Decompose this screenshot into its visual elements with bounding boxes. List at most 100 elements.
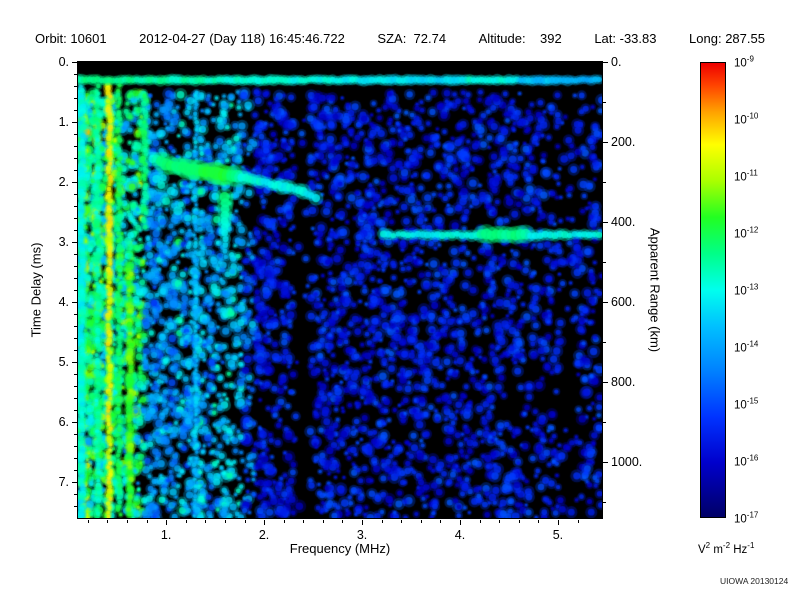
y-right-tick-label: 1000. (611, 455, 643, 469)
y-right-minor-tick (603, 342, 606, 343)
y-left-minor-tick (74, 458, 77, 459)
x-tick-mark (362, 520, 364, 525)
y-right-tick-mark (603, 382, 608, 383)
y-left-tick-mark (72, 242, 77, 243)
y-left-tick-mark (72, 302, 77, 303)
y-left-minor-tick (74, 254, 77, 255)
y-left-tick-mark (72, 122, 77, 123)
x-tick-label: 5. (552, 528, 564, 542)
y-left-minor-tick (74, 74, 77, 75)
header-latitude: Lat: -33.83 (594, 31, 657, 46)
y-left-minor-tick (74, 326, 77, 327)
colorbar-tick-label: 10-16 (734, 453, 759, 469)
colorbar-exponent: -12 (746, 225, 759, 235)
y-left-minor-tick (74, 98, 77, 99)
colorbar-exponent: -13 (746, 282, 759, 292)
y-left-minor-tick (74, 506, 77, 507)
y-left-minor-tick (74, 446, 77, 447)
y-left-tick-label: 1. (58, 115, 69, 129)
header-sza: SZA: 72.74 (377, 31, 447, 46)
y-left-minor-tick (74, 278, 77, 279)
x-minor-tick (107, 520, 109, 523)
y-right-tick-label: 600. (611, 295, 636, 309)
colorbar-tick-label: 10-17 (734, 510, 759, 526)
x-minor-tick (479, 520, 481, 523)
colorbar-exponent: -16 (746, 453, 759, 463)
x-tick-label: 3. (356, 528, 368, 542)
header-orbit: Orbit: 10601 (35, 31, 107, 46)
y-left-minor-tick (74, 350, 77, 351)
y-right-tick-mark (603, 62, 608, 63)
colorbar-exponent: -15 (746, 396, 759, 406)
y-left-minor-tick (74, 494, 77, 495)
colorbar-exponent: -9 (746, 54, 754, 64)
header-longitude: Long: 287.55 (689, 31, 765, 46)
y-right-tick-label: 200. (611, 135, 636, 149)
x-tick-mark (557, 520, 559, 525)
y-left-minor-tick (74, 134, 77, 135)
y-left-minor-tick (74, 158, 77, 159)
y-left-minor-tick (74, 314, 77, 315)
x-minor-tick (420, 520, 422, 523)
y-left-minor-tick (74, 218, 77, 219)
y-right-minor-tick (603, 422, 606, 423)
y-right-tick-label: 0. (611, 55, 622, 69)
x-tick-mark (166, 520, 168, 525)
colorbar-tick-label: 10-12 (734, 225, 759, 241)
y-left-minor-tick (74, 206, 77, 207)
y-left-tick-label: 6. (58, 415, 69, 429)
colorbar-tick-label: 10-10 (734, 111, 759, 127)
x-axis-title: Frequency (MHz) (289, 541, 391, 556)
x-minor-tick (518, 520, 520, 523)
x-minor-tick (577, 520, 579, 523)
y-left-tick-label: 4. (58, 295, 69, 309)
y-left-minor-tick (74, 110, 77, 111)
x-minor-tick (381, 520, 383, 523)
spectrogram-canvas (78, 62, 602, 518)
y-left-tick-label: 2. (58, 175, 69, 189)
y-left-tick-label: 3. (58, 235, 69, 249)
y-left-minor-tick (74, 230, 77, 231)
y-left-minor-tick (74, 434, 77, 435)
y-left-tick-mark (72, 482, 77, 483)
y-right-tick-label: 800. (611, 375, 636, 389)
x-minor-tick (303, 520, 305, 523)
y-left-minor-tick (74, 374, 77, 375)
x-tick-label: 4. (454, 528, 466, 542)
spectrogram-plot (77, 61, 603, 519)
y-right-tick-label: 400. (611, 215, 636, 229)
y-left-tick-label: 5. (58, 355, 69, 369)
x-tick-label: 1. (160, 528, 172, 542)
y-left-minor-tick (74, 86, 77, 87)
x-minor-tick (342, 520, 344, 523)
x-minor-tick (440, 520, 442, 523)
y-left-tick-mark (72, 422, 77, 423)
credit-stamp: UIOWA 20130124 (720, 576, 789, 586)
y-left-tick-mark (72, 362, 77, 363)
y-left-minor-tick (74, 194, 77, 195)
colorbar-tick-label: 10-15 (734, 396, 759, 412)
y-right-tick-mark (603, 142, 608, 143)
colorbar-tick-label: 10-13 (734, 282, 759, 298)
y-left-tick-label: 7. (58, 475, 69, 489)
x-minor-tick (224, 520, 226, 523)
y-left-minor-tick (74, 170, 77, 171)
colorbar-gradient (700, 62, 726, 518)
y-right-tick-mark (603, 222, 608, 223)
y-right-minor-tick (603, 262, 606, 263)
y-axis-title-left: Time Delay (ms) (28, 242, 44, 338)
colorbar-exponent: -10 (746, 111, 759, 121)
x-minor-tick (538, 520, 540, 523)
x-minor-tick (146, 520, 148, 523)
y-left-minor-tick (74, 470, 77, 471)
y-right-minor-tick (603, 102, 606, 103)
colorbar-exponent: -11 (746, 168, 758, 178)
colorbar-exponent: -17 (746, 510, 759, 520)
x-minor-tick (401, 520, 403, 523)
y-right-tick-mark (603, 462, 608, 463)
y-left-tick-mark (72, 182, 77, 183)
x-minor-tick (205, 520, 207, 523)
header-status-line: Orbit: 10601 2012-04-27 (Day 118) 16:45:… (35, 31, 765, 46)
y-right-tick-mark (603, 302, 608, 303)
colorbar-tick-label: 10-11 (734, 168, 758, 184)
